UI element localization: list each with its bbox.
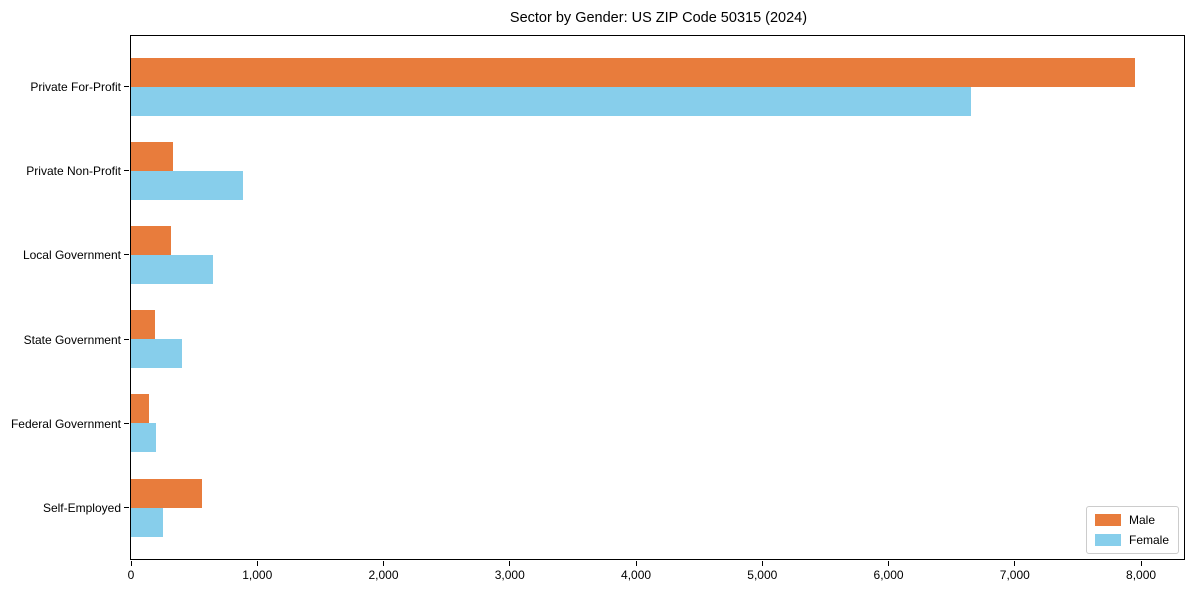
- x-axis-tick-label: 6,000: [873, 568, 904, 582]
- x-axis-tick: [761, 561, 763, 566]
- x-axis-tick-label: 7,000: [999, 568, 1030, 582]
- bar-male-private-for-profit: [131, 57, 1135, 87]
- bar-male-federal-government: [131, 394, 149, 424]
- bar-female-self-employed: [131, 507, 163, 537]
- chart-title: Sector by Gender: US ZIP Code 50315 (202…: [509, 10, 808, 26]
- legend-label-female: Female: [1128, 533, 1169, 547]
- x-axis-tick-label: 5,000: [747, 568, 778, 582]
- legend-swatch-female: [1094, 534, 1121, 546]
- legend-swatch-male: [1094, 514, 1121, 526]
- bar-female-private-for-profit: [131, 86, 971, 116]
- x-axis-tick: [509, 561, 511, 566]
- y-axis-tick: [124, 170, 129, 172]
- bar-female-local-government: [131, 254, 214, 284]
- x-axis-tick-label: 2,000: [368, 568, 399, 582]
- y-axis-label-state-government: State Government: [23, 332, 121, 347]
- plot-area: Male Female 0 1,000 2,000 3,000 4,000 5,000 6,0…: [124, 35, 1185, 582]
- x-axis-tick-label: 8,000: [1126, 568, 1157, 582]
- legend-entry-male: Male: [1094, 513, 1169, 527]
- y-axis-tick: [124, 86, 129, 87]
- x-axis-tick-label: 3,000: [494, 568, 525, 582]
- x-axis-tick-label: 1,000: [242, 568, 273, 582]
- bar-female-private-non-profit: [131, 170, 243, 200]
- bar-male-self-employed: [131, 478, 202, 508]
- y-axis-label-private-for-profit: Private For-Profit: [30, 80, 121, 94]
- bar-male-local-government: [131, 225, 171, 255]
- legend-entry-female: Female: [1094, 533, 1169, 547]
- x-axis-tick: [1014, 561, 1016, 566]
- bar-female-federal-government: [131, 423, 157, 453]
- x-axis-tick-label: 4,000: [621, 568, 652, 582]
- y-axis-label-federal-government: Federal Government: [10, 416, 121, 431]
- y-axis-tick: [124, 254, 129, 256]
- x-axis-tick: [256, 561, 258, 566]
- bar-female-state-government: [131, 339, 182, 369]
- x-axis-tick: [888, 561, 890, 566]
- x-axis-tick: [635, 561, 637, 566]
- x-axis-tick-label: 0: [127, 568, 135, 582]
- bar-male-private-non-profit: [131, 141, 173, 171]
- y-axis-tick: [124, 507, 129, 508]
- x-axis-tick: [130, 561, 132, 566]
- y-axis-label-self-employed: Self-Employed: [42, 501, 121, 515]
- x-axis-tick: [1140, 561, 1142, 566]
- y-axis-tick: [124, 338, 129, 340]
- legend: Male Female: [1085, 506, 1179, 554]
- x-axis-tick: [383, 561, 385, 566]
- y-axis-tick: [124, 422, 129, 424]
- bar-male-state-government: [131, 310, 155, 340]
- y-axis-label-private-non-profit: Private Non-Profit: [26, 164, 121, 179]
- y-axis-label-local-government: Local Government: [22, 248, 121, 263]
- legend-label-male: Male: [1128, 513, 1155, 527]
